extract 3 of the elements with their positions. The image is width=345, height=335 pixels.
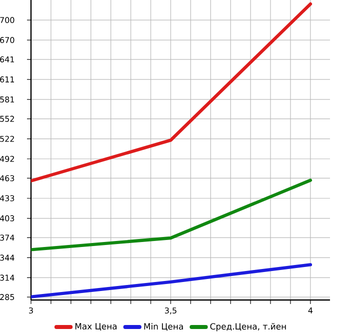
- legend-label: Сред.Цена, т.йен: [210, 323, 286, 332]
- legend-label: Max Цена: [75, 323, 117, 331]
- legend-label: Min Цена: [144, 323, 183, 331]
